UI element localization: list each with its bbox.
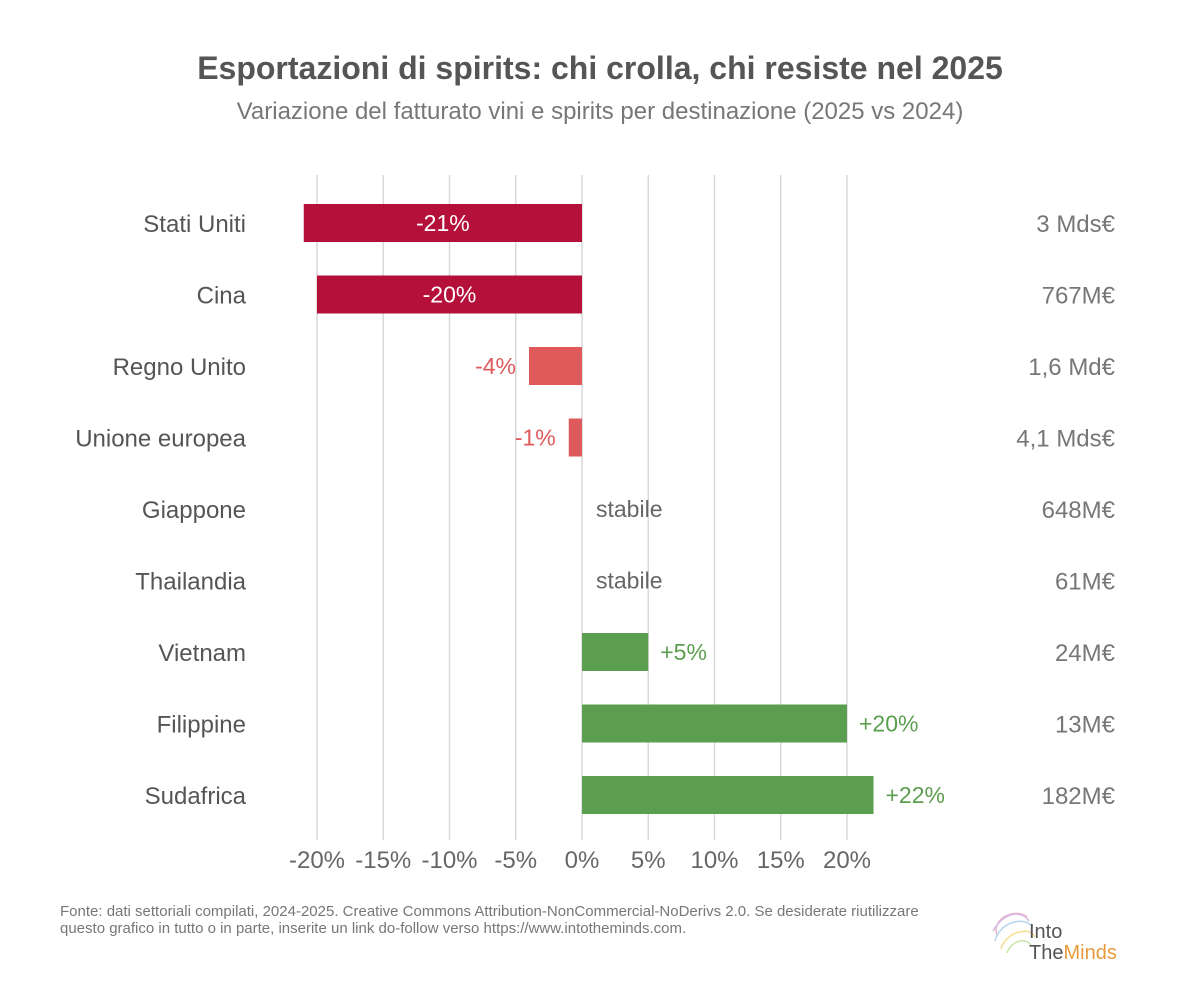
data-label: stabile — [596, 496, 662, 522]
category-label: Thailandia — [135, 569, 246, 596]
bar — [529, 347, 582, 385]
revenue-label: 4,1 Mds€ — [1016, 426, 1115, 453]
data-label: -1% — [515, 425, 556, 451]
data-label: +20% — [859, 711, 918, 737]
revenue-label: 648M€ — [1042, 497, 1116, 524]
x-tick-label: 5% — [631, 847, 666, 874]
revenue-label: 1,6 Md€ — [1028, 354, 1115, 381]
bar — [303, 204, 582, 242]
data-label: -20% — [423, 282, 477, 308]
revenue-label: 182M€ — [1042, 783, 1116, 810]
category-label: Cina — [197, 283, 247, 310]
bar — [582, 704, 847, 743]
x-tick-label: 15% — [757, 847, 805, 874]
intotheminds-logo: Into TheMinds — [985, 905, 1145, 965]
x-tick-label: 10% — [690, 847, 738, 874]
data-label: stabile — [596, 568, 662, 594]
bar — [568, 418, 582, 457]
category-label: Giappone — [142, 497, 246, 524]
category-label: Regno Unito — [113, 354, 246, 381]
category-label: Stati Uniti — [143, 211, 246, 238]
x-tick-label: 0% — [565, 847, 600, 874]
logo-line2-the: The — [1029, 942, 1063, 964]
data-label: -4% — [475, 353, 516, 379]
x-tick-label: -5% — [494, 847, 537, 874]
brain-icon — [992, 912, 1036, 954]
revenue-label: 13M€ — [1055, 712, 1116, 739]
revenue-label: 3 Mds€ — [1036, 211, 1115, 238]
bar-chart: -20% -15% -10% -5% 0% 5% 10% 15% 20% Stati Uniti -… — [75, 175, 1116, 874]
bar — [317, 275, 582, 314]
logo-line1: Into — [1029, 921, 1062, 943]
x-tick-label: -10% — [421, 847, 477, 874]
bar — [582, 776, 874, 814]
revenue-label: 767M€ — [1042, 283, 1116, 310]
category-label: Sudafrica — [145, 783, 247, 810]
logo-line2: TheMinds — [1029, 942, 1117, 964]
data-label: +22% — [886, 782, 945, 808]
x-tick-label: -20% — [289, 847, 345, 874]
chart-subtitle: Variazione del fatturato vini e spirits … — [236, 98, 964, 125]
x-tick-label: 20% — [823, 847, 871, 874]
category-label: Vietnam — [158, 640, 246, 667]
data-label: +5% — [660, 639, 707, 665]
revenue-label: 24M€ — [1055, 640, 1116, 667]
logo-line2-minds: Minds — [1063, 942, 1116, 964]
revenue-label: 61M€ — [1055, 569, 1116, 596]
chart-title: Esportazioni di spirits: chi crolla, chi… — [197, 50, 1003, 86]
bar — [582, 633, 649, 671]
data-label: -21% — [416, 210, 470, 236]
category-label: Unione europea — [75, 426, 246, 453]
category-label: Filippine — [157, 712, 246, 739]
source-note: Fonte: dati settoriali compilati, 2024-2… — [60, 903, 919, 937]
x-tick-label: -15% — [355, 847, 411, 874]
